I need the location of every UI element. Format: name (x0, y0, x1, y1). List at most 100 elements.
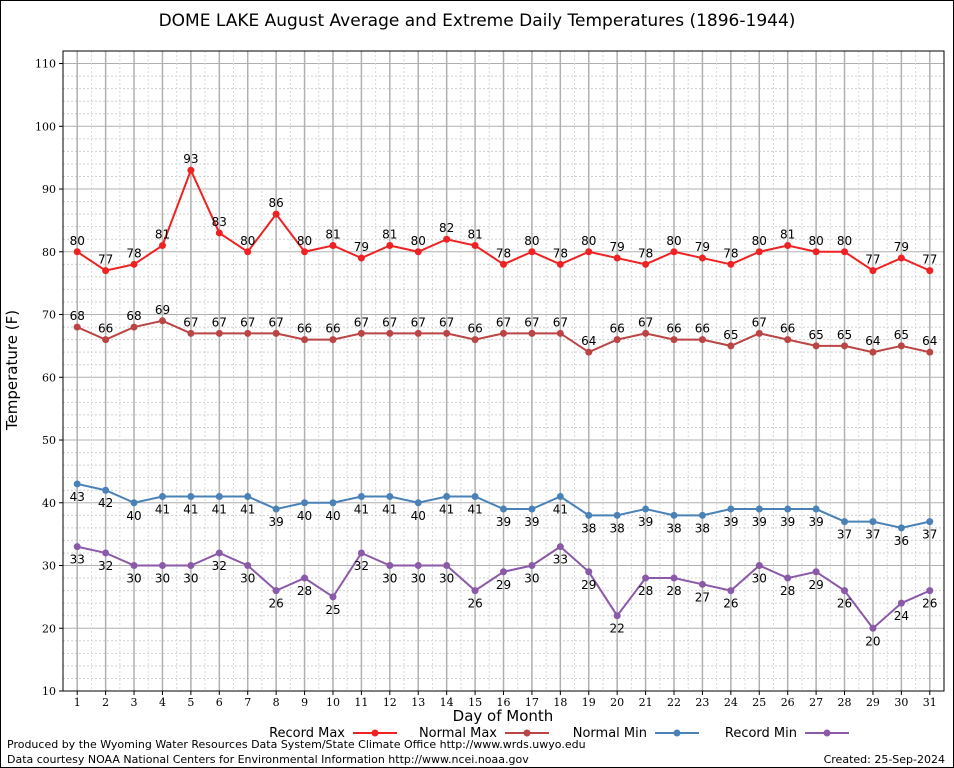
data-point-record-min (812, 568, 820, 576)
x-axis-label: Day of Month (453, 707, 554, 725)
data-point-record-min (272, 587, 280, 595)
data-point-normal-min (585, 511, 593, 519)
y-tick-label: 30 (42, 560, 56, 573)
data-point-normal-max (926, 348, 934, 356)
data-label-record-min: 24 (894, 609, 909, 623)
data-point-normal-min (556, 492, 564, 500)
data-point-normal-max (301, 336, 309, 344)
data-label-record-max: 80 (240, 234, 255, 248)
data-point-normal-min (244, 492, 252, 500)
data-point-normal-max (585, 348, 593, 356)
data-label-normal-max: 66 (666, 322, 681, 336)
data-label-normal-max: 67 (240, 315, 255, 329)
data-label-normal-min: 37 (865, 528, 880, 542)
data-point-record-max (130, 260, 138, 268)
data-point-normal-max (414, 329, 422, 337)
data-point-normal-min (187, 492, 195, 500)
legend-label-record-min: Record Min (725, 726, 797, 741)
data-point-record-min (102, 549, 110, 557)
data-point-record-max (187, 166, 195, 174)
legend-marker-normal-min (673, 729, 681, 737)
x-tick-label: 24 (724, 696, 738, 709)
data-point-record-max (897, 254, 905, 262)
data-point-record-max (357, 254, 365, 262)
data-point-normal-max (727, 342, 735, 350)
data-point-record-max (528, 248, 536, 256)
data-label-record-max: 78 (638, 246, 653, 260)
data-point-normal-max (73, 323, 81, 331)
data-label-normal-min: 41 (354, 502, 369, 516)
data-label-record-max: 81 (382, 228, 397, 242)
x-tick-label: 7 (244, 696, 251, 709)
data-label-record-min: 28 (638, 584, 653, 598)
data-label-normal-max: 66 (325, 322, 340, 336)
data-point-record-min (556, 543, 564, 551)
data-point-record-max (102, 267, 110, 275)
x-tick-label: 29 (866, 696, 880, 709)
data-point-record-min (158, 562, 166, 570)
data-label-normal-min: 39 (638, 515, 653, 529)
y-axis-label: Temperature (F) (3, 310, 21, 431)
footer-source: Data courtesy NOAA National Centers for … (7, 753, 529, 766)
y-tick-label: 110 (35, 58, 56, 71)
data-point-normal-max (386, 329, 394, 337)
data-label-normal-min: 39 (524, 515, 539, 529)
data-label-record-max: 81 (780, 228, 795, 242)
data-point-normal-min (897, 524, 905, 532)
data-point-normal-max (215, 329, 223, 337)
data-label-record-max: 80 (411, 234, 426, 248)
data-point-record-max (585, 248, 593, 256)
series-layer: 80 77 78 81 93 83 80 86 80 81 79 81 80 82 81 78 80 78 80 79… (70, 152, 938, 648)
data-label-normal-max: 64 (865, 334, 880, 348)
data-point-record-max (926, 267, 934, 275)
data-label-record-min: 30 (752, 572, 767, 586)
data-label-normal-max: 68 (126, 309, 141, 323)
data-point-normal-min (926, 518, 934, 526)
data-label-record-min: 26 (467, 597, 482, 611)
data-point-record-min (841, 587, 849, 595)
footer-credit: Produced by the Wyoming Water Resources … (7, 738, 586, 751)
data-point-normal-min (301, 499, 309, 507)
data-label-record-min: 29 (496, 578, 511, 592)
x-tick-label: 20 (610, 696, 624, 709)
data-label-record-min: 32 (98, 559, 113, 573)
data-point-normal-max (187, 329, 195, 337)
data-label-record-min: 30 (126, 572, 141, 586)
data-label-normal-max: 67 (638, 315, 653, 329)
series-normal-max: 68 66 68 69 67 67 67 67 66 66 67 67 67 67 66 67 67 67 64 66… (70, 303, 937, 356)
data-label-record-min: 30 (183, 572, 198, 586)
data-label-record-min: 20 (865, 634, 880, 648)
data-point-record-max (73, 248, 81, 256)
x-tick-label: 26 (781, 696, 795, 709)
x-tick-label: 30 (894, 696, 908, 709)
x-tick-label: 12 (383, 696, 397, 709)
data-label-record-max: 80 (524, 234, 539, 248)
data-point-record-min (613, 612, 621, 620)
data-point-record-max (812, 248, 820, 256)
data-label-normal-max: 67 (524, 315, 539, 329)
plot-grid (62, 50, 945, 692)
data-point-record-max (500, 260, 507, 268)
data-point-normal-max (528, 329, 536, 337)
data-point-normal-max (812, 342, 820, 350)
data-point-record-max (841, 248, 849, 256)
data-label-normal-min: 41 (155, 502, 170, 516)
data-label-record-max: 81 (467, 228, 482, 242)
data-label-record-max: 80 (837, 234, 852, 248)
data-point-record-max (414, 248, 422, 256)
data-label-normal-min: 39 (496, 515, 511, 529)
data-label-record-max: 83 (212, 215, 227, 229)
data-label-normal-max: 66 (98, 322, 113, 336)
x-tick-label: 6 (216, 696, 223, 709)
data-point-normal-max (698, 336, 706, 344)
x-tick-label: 5 (187, 696, 194, 709)
chart-title: DOME LAKE August Average and Extreme Dai… (159, 11, 796, 31)
data-point-record-min (926, 587, 934, 595)
data-point-normal-min (784, 505, 792, 513)
data-label-record-min: 30 (240, 572, 255, 586)
data-point-record-min (244, 562, 252, 570)
data-label-normal-min: 39 (752, 515, 767, 529)
data-label-normal-min: 39 (780, 515, 795, 529)
data-label-record-max: 78 (723, 246, 738, 260)
